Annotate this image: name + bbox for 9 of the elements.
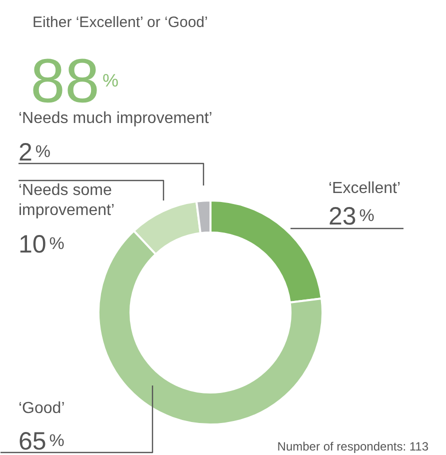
data-label: 23%: [328, 202, 374, 230]
text: Number of respondents: 113: [277, 440, 429, 454]
data-label: 10%: [18, 230, 64, 258]
data-label: 65%: [18, 428, 64, 455]
data-label: 2%: [18, 138, 51, 166]
slice-label: ‘Needs some improvement’: [18, 182, 115, 219]
chart-title: Either ‘Excellent’ or ‘Good’: [32, 14, 208, 31]
slice-label: ‘Excellent’: [328, 180, 401, 197]
slice-label: ‘Good’: [18, 400, 65, 417]
